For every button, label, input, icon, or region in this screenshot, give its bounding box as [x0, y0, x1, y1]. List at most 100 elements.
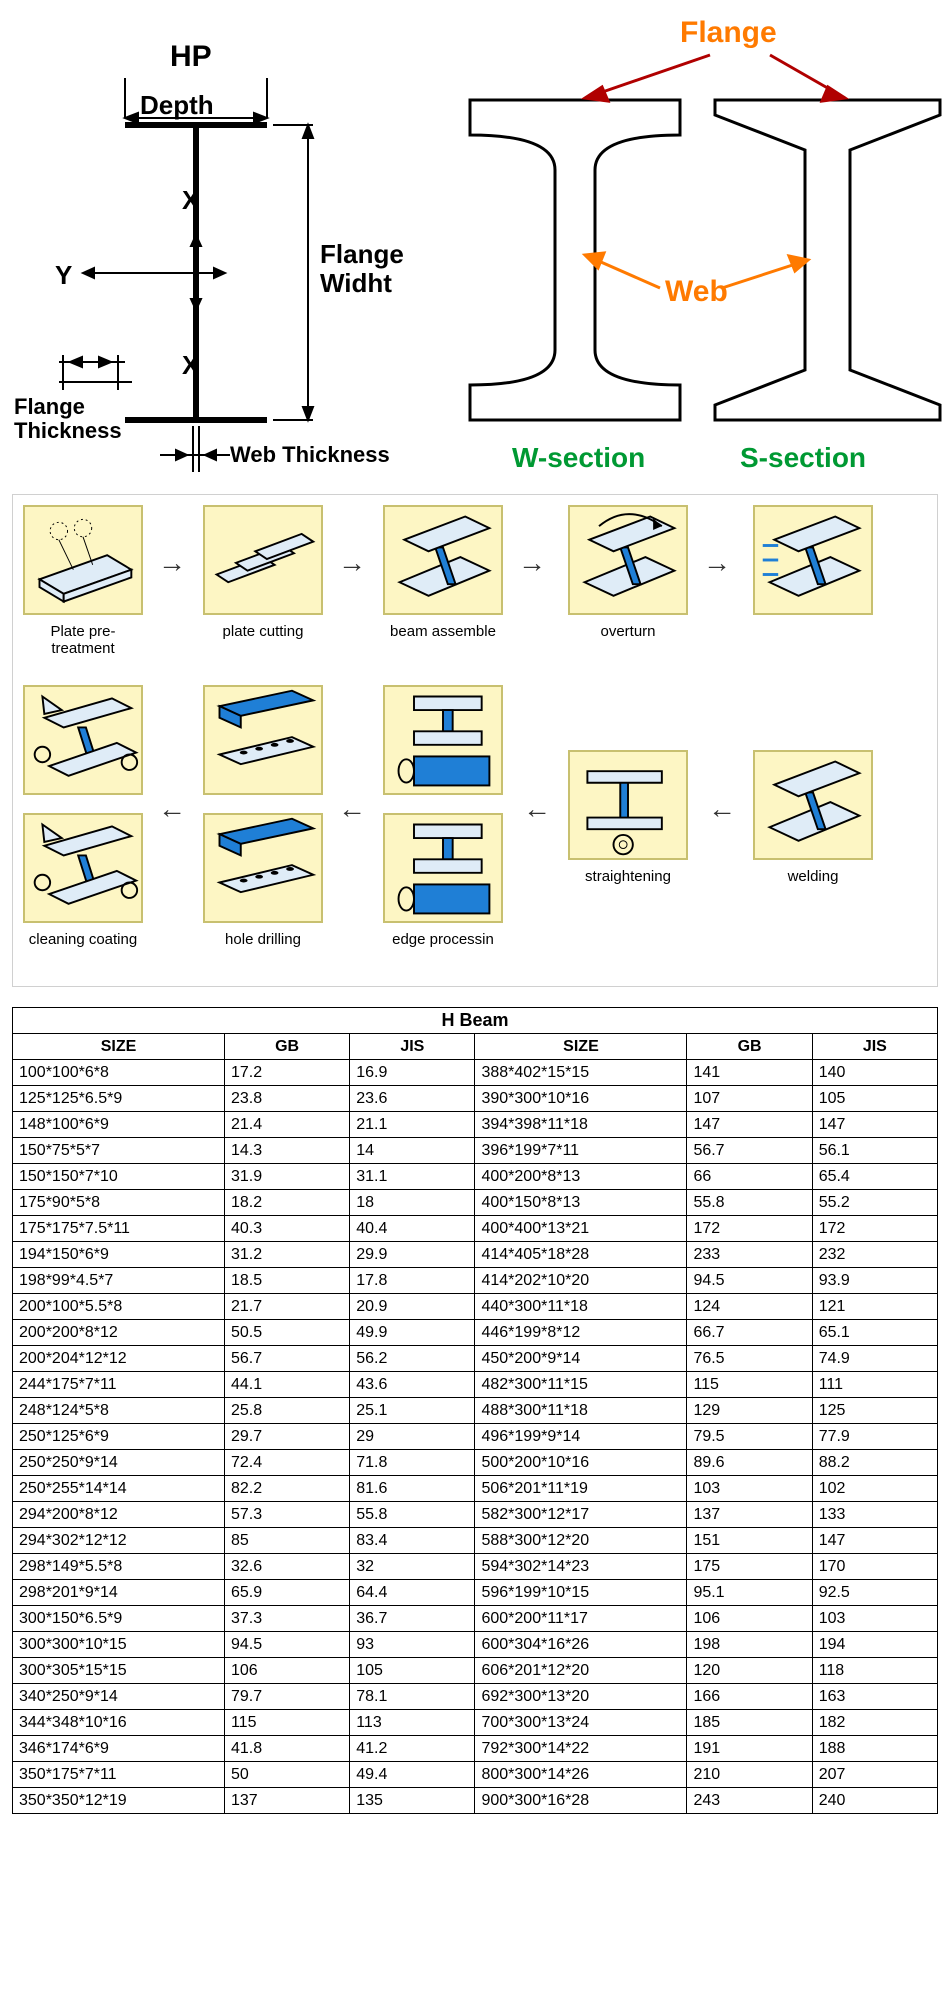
- w-section-label: W-section: [512, 442, 645, 474]
- table-cell: 25.8: [224, 1398, 349, 1424]
- table-cell: 606*201*12*20: [475, 1658, 687, 1684]
- process-label: beam assemble: [383, 623, 503, 640]
- process-step-plate_cut: plate cutting: [203, 505, 323, 640]
- table-cell: 175: [687, 1554, 812, 1580]
- table-cell: 85: [224, 1528, 349, 1554]
- table-cell: 49.4: [350, 1762, 475, 1788]
- flow-arrow-icon: ←: [523, 793, 551, 825]
- table-cell: 23.8: [224, 1086, 349, 1112]
- table-cell: 596*199*10*15: [475, 1580, 687, 1606]
- hp-y-label: Y: [55, 260, 72, 291]
- table-cell: 29.7: [224, 1424, 349, 1450]
- process-icon: [23, 813, 143, 923]
- table-cell: 49.9: [350, 1320, 475, 1346]
- table-cell: 32: [350, 1554, 475, 1580]
- table-row: 244*175*7*1144.143.6482*300*11*15115111: [13, 1372, 938, 1398]
- table-cell: 396*199*7*11: [475, 1138, 687, 1164]
- table-cell: 194*150*6*9: [13, 1242, 225, 1268]
- table-cell: 346*174*6*9: [13, 1736, 225, 1762]
- table-cell: 300*150*6.5*9: [13, 1606, 225, 1632]
- table-cell: 56.1: [812, 1138, 937, 1164]
- process-step-cleaning: cleaning coating: [23, 685, 143, 948]
- s-section-label: S-section: [740, 442, 866, 474]
- table-cell: 129: [687, 1398, 812, 1424]
- table-cell: 150*150*7*10: [13, 1164, 225, 1190]
- table-cell: 106: [224, 1658, 349, 1684]
- table-cell: 172: [687, 1216, 812, 1242]
- process-icon: [383, 685, 503, 795]
- table-cell: 103: [812, 1606, 937, 1632]
- table-cell: 298*149*5.5*8: [13, 1554, 225, 1580]
- flow-arrow-icon: ←: [158, 793, 186, 825]
- table-cell: 81.6: [350, 1476, 475, 1502]
- table-cell: 488*300*11*18: [475, 1398, 687, 1424]
- table-cell: 400*150*8*13: [475, 1190, 687, 1216]
- table-cell: 20.9: [350, 1294, 475, 1320]
- table-cell: 93: [350, 1632, 475, 1658]
- table-cell: 166: [687, 1684, 812, 1710]
- process-label: straightening: [568, 868, 688, 885]
- table-cell: 188: [812, 1736, 937, 1762]
- table-cell: 440*300*11*18: [475, 1294, 687, 1320]
- table-cell: 105: [812, 1086, 937, 1112]
- process-icon: [753, 750, 873, 860]
- hp-x-label-top: X: [182, 185, 199, 216]
- hp-title: HP: [170, 40, 212, 74]
- table-cell: 350*350*12*19: [13, 1788, 225, 1814]
- table-cell: 74.9: [812, 1346, 937, 1372]
- table-row: 350*175*7*115049.4800*300*14*26210207: [13, 1762, 938, 1788]
- table-cell: 78.1: [350, 1684, 475, 1710]
- table-cell: 79.5: [687, 1424, 812, 1450]
- process-icon: [568, 750, 688, 860]
- table-cell: 93.9: [812, 1268, 937, 1294]
- table-row: 150*75*5*714.314396*199*7*1156.756.1: [13, 1138, 938, 1164]
- table-cell: 40.4: [350, 1216, 475, 1242]
- table-cell: 232: [812, 1242, 937, 1268]
- table-row: 200*204*12*1256.756.2450*200*9*1476.574.…: [13, 1346, 938, 1372]
- table-row: 294*302*12*128583.4588*300*12*20151147: [13, 1528, 938, 1554]
- table-cell: 150*75*5*7: [13, 1138, 225, 1164]
- table-row: 175*90*5*818.218400*150*8*1355.855.2: [13, 1190, 938, 1216]
- table-cell: 82.2: [224, 1476, 349, 1502]
- table-cell: 29.9: [350, 1242, 475, 1268]
- flow-arrow-icon: →: [338, 547, 366, 579]
- table-cell: 31.2: [224, 1242, 349, 1268]
- hp-x-label-bottom: X: [182, 350, 199, 381]
- table-cell: 294*200*8*12: [13, 1502, 225, 1528]
- process-step-beam_asm: beam assemble: [383, 505, 503, 640]
- table-row: 298*201*9*1465.964.4596*199*10*1595.192.…: [13, 1580, 938, 1606]
- table-row: 198*99*4.5*718.517.8414*202*10*2094.593.…: [13, 1268, 938, 1294]
- table-cell: 23.6: [350, 1086, 475, 1112]
- table-cell: 496*199*9*14: [475, 1424, 687, 1450]
- table-cell: 64.4: [350, 1580, 475, 1606]
- table-cell: 200*100*5.5*8: [13, 1294, 225, 1320]
- table-cell: 414*202*10*20: [475, 1268, 687, 1294]
- table-row: 300*150*6.5*937.336.7600*200*11*17106103: [13, 1606, 938, 1632]
- table-cell: 340*250*9*14: [13, 1684, 225, 1710]
- hp-flange-thickness-label: Flange Thickness: [14, 395, 122, 443]
- table-cell: 125*125*6.5*9: [13, 1086, 225, 1112]
- table-cell: 210: [687, 1762, 812, 1788]
- table-cell: 250*125*6*9: [13, 1424, 225, 1450]
- table-cell: 66.7: [687, 1320, 812, 1346]
- process-icon: [203, 813, 323, 923]
- process-icon: [383, 505, 503, 615]
- table-cell: 344*348*10*16: [13, 1710, 225, 1736]
- table-cell: 350*175*7*11: [13, 1762, 225, 1788]
- flow-arrow-icon: →: [158, 547, 186, 579]
- table-cell: 300*300*10*15: [13, 1632, 225, 1658]
- table-cell: 14: [350, 1138, 475, 1164]
- table-cell: 125: [812, 1398, 937, 1424]
- table-cell: 76.5: [687, 1346, 812, 1372]
- process-label: overturn: [568, 623, 688, 640]
- table-cell: 21.7: [224, 1294, 349, 1320]
- table-cell: 700*300*13*24: [475, 1710, 687, 1736]
- table-cell: 65.4: [812, 1164, 937, 1190]
- process-icon: [568, 505, 688, 615]
- table-cell: 191: [687, 1736, 812, 1762]
- table-cell: 102: [812, 1476, 937, 1502]
- flange-label: Flange: [680, 16, 777, 50]
- table-cell: 83.4: [350, 1528, 475, 1554]
- table-cell: 233: [687, 1242, 812, 1268]
- table-cell: 207: [812, 1762, 937, 1788]
